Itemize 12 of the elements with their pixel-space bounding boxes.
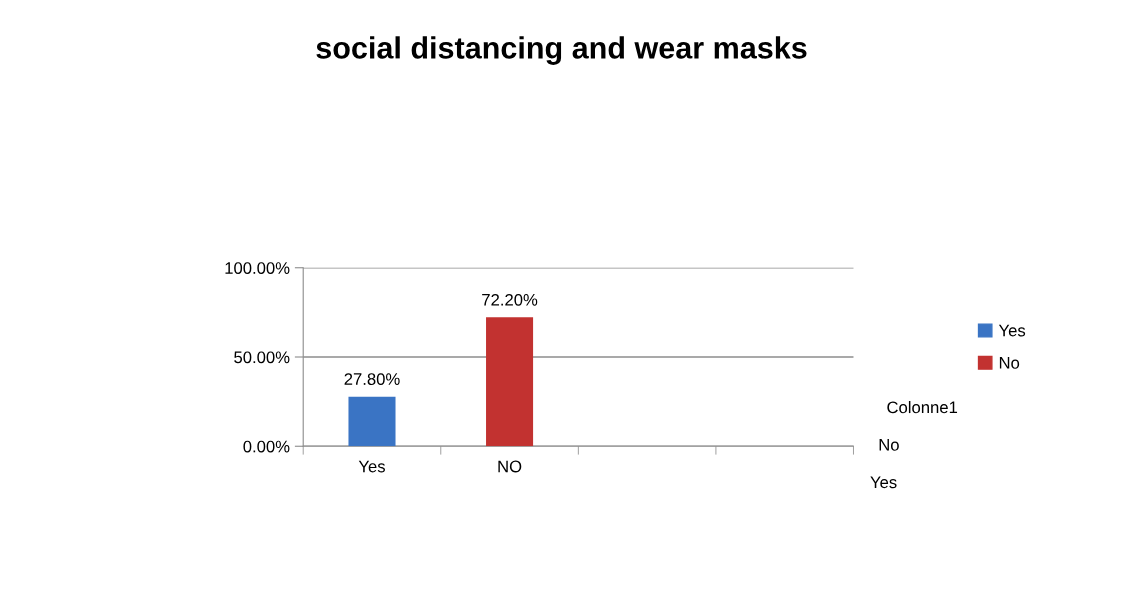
chart-title: social distancing and wear masks [316, 36, 807, 65]
text: Colonne1 [887, 401, 958, 414]
data-label: 72.20% [482, 293, 538, 306]
legend-label: Yes [998, 324, 1026, 337]
data-label: 27.80% [344, 373, 400, 385]
y-tick-label: 0.00% [243, 440, 290, 453]
legend-label: No [999, 357, 1020, 369]
text: No [879, 439, 899, 451]
x-tick-label: NO [498, 460, 522, 473]
text: Yes [870, 476, 897, 489]
y-tick-label: 50.00% [234, 351, 290, 364]
y-tick-label: 100.00% [225, 262, 290, 274]
